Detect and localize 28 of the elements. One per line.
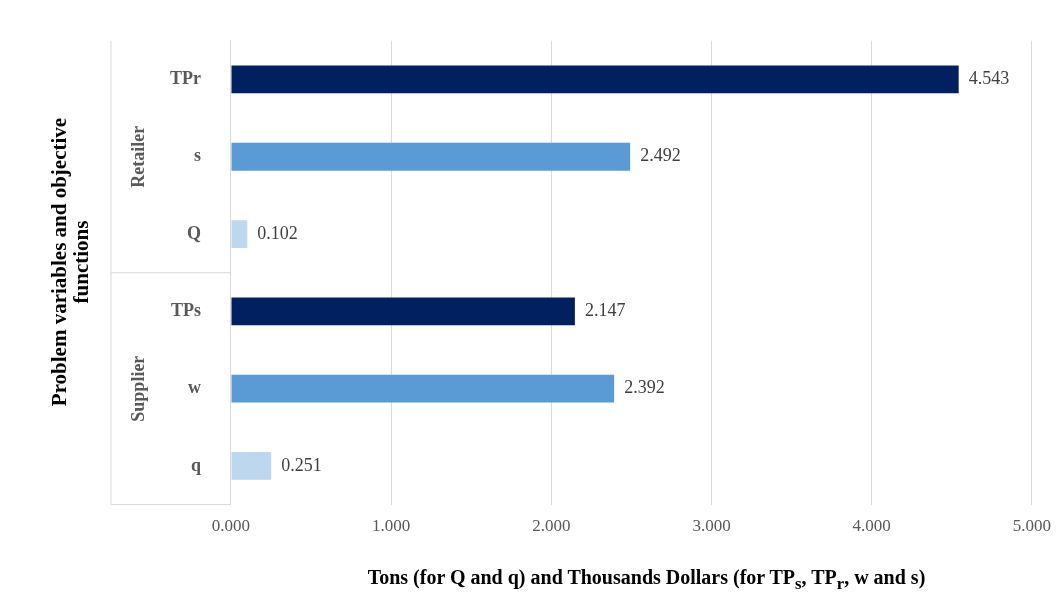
bar (231, 65, 959, 94)
data-label: 0.102 (257, 222, 298, 243)
x-tick-label: 0.000 (211, 516, 251, 536)
x-axis-title: Tons (for Q and q) and Thousands Dollars (for TP$_{s}$, TP$_{r}$, w and s) (366, 566, 927, 594)
y-tick-label: w (187, 377, 201, 398)
bar (231, 142, 631, 171)
data-label: 2.492 (640, 145, 681, 166)
x-tick-label: 3.000 (692, 516, 731, 536)
x-tick-label: 2.000 (532, 516, 571, 536)
data-label: 2.392 (624, 377, 665, 398)
x-tick-label: 1.000 (372, 516, 411, 536)
bar (231, 452, 272, 480)
data-label: 2.147 (584, 300, 626, 321)
bar (231, 374, 615, 403)
text: Supplier (127, 355, 148, 422)
y-axis-title: Problem variables and objective functions (47, 116, 93, 409)
y-tick-label: Q (186, 222, 201, 243)
data-label: 0.251 (281, 454, 322, 475)
y-tick-label: q (190, 454, 201, 475)
y-tick-label: s (193, 145, 201, 166)
x-tick-label: 5.000 (1012, 516, 1051, 536)
y-tick-label: TPr (169, 68, 201, 89)
bar (231, 297, 575, 326)
bar (231, 220, 248, 248)
x-tick-label: 4.000 (852, 516, 891, 536)
text: Retailer (127, 125, 148, 188)
y-tick-label: TPs (170, 300, 201, 321)
data-label: 4.543 (968, 68, 1010, 89)
